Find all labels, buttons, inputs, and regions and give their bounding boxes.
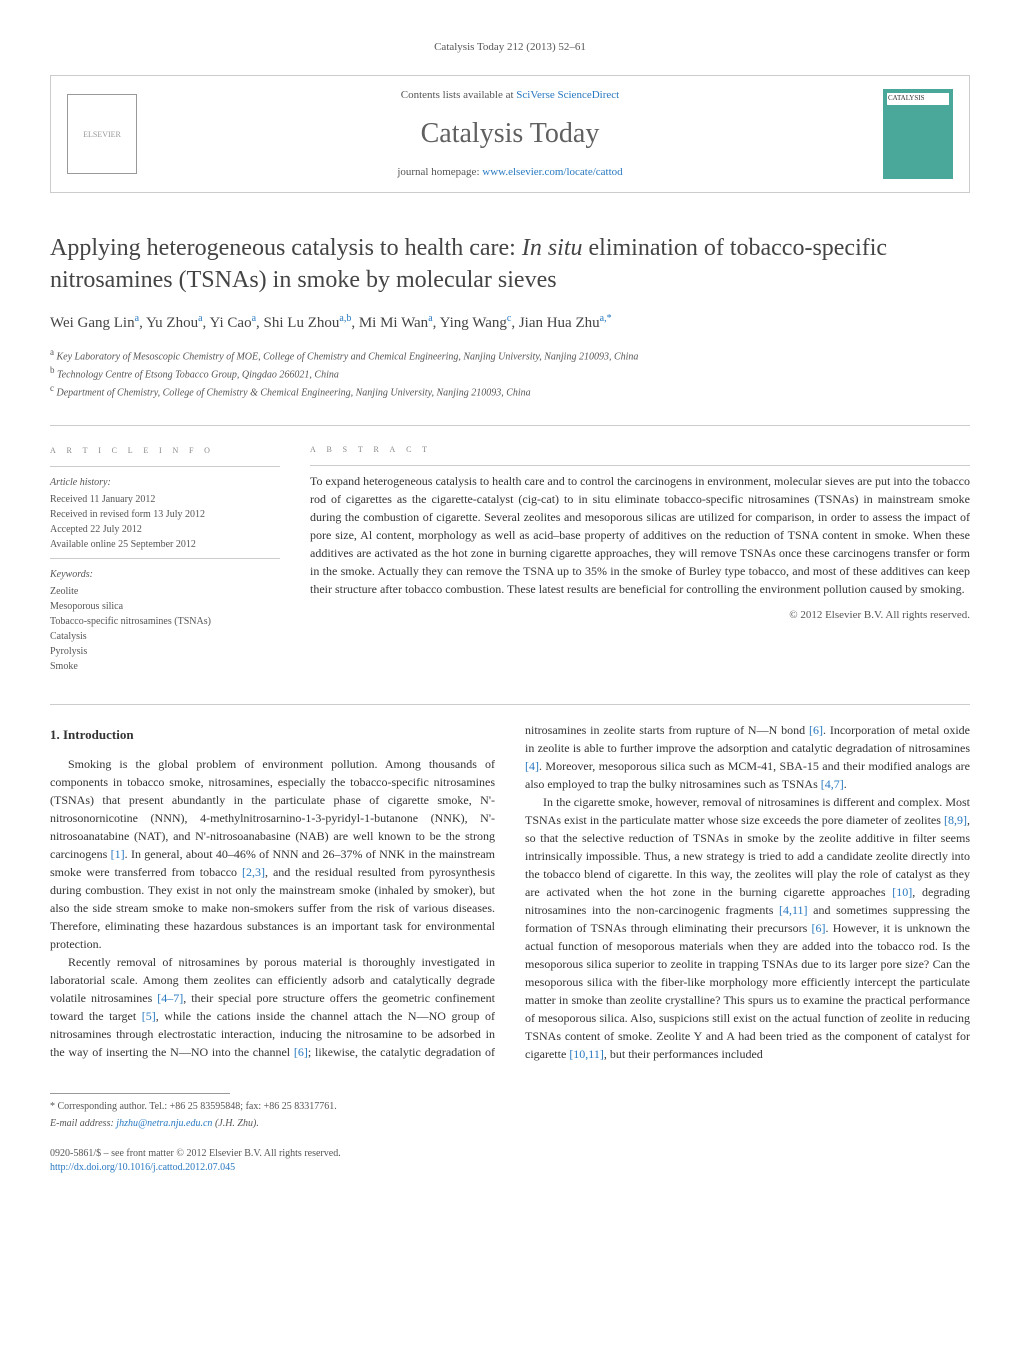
affiliations: a Key Laboratory of Mesoscopic Chemistry… [50, 346, 970, 401]
contents-prefix: Contents lists available at [401, 89, 516, 101]
divider [50, 425, 970, 426]
contents-line: Contents lists available at SciVerse Sci… [137, 88, 883, 103]
reference-link[interactable]: [6] [809, 723, 823, 737]
abstract-copyright: © 2012 Elsevier B.V. All rights reserved… [310, 608, 970, 623]
reference-link[interactable]: [8,9] [944, 813, 967, 827]
keyword-item: Tobacco-specific nitrosamines (TSNAs) [50, 614, 280, 629]
history-item: Accepted 22 July 2012 [50, 522, 280, 537]
keyword-item: Zeolite [50, 584, 280, 599]
title-pre: Applying heterogeneous catalysis to heal… [50, 235, 522, 261]
keyword-item: Smoke [50, 659, 280, 674]
sciencedirect-link[interactable]: SciVerse ScienceDirect [516, 89, 619, 101]
title-italic: In situ [522, 235, 583, 261]
intro-paragraph-3: In the cigarette smoke, however, removal… [525, 793, 970, 1063]
authors-line: Wei Gang Lina, Yu Zhoua, Yi Caoa, Shi Lu… [50, 312, 970, 334]
doi-link[interactable]: http://dx.doi.org/10.1016/j.cattod.2012.… [50, 1162, 235, 1173]
journal-reference: Catalysis Today 212 (2013) 52–61 [50, 40, 970, 55]
affiliation-line: b Technology Centre of Etsong Tobacco Gr… [50, 364, 970, 382]
reference-link[interactable]: [1] [111, 847, 125, 861]
body-columns: 1. Introduction Smoking is the global pr… [50, 721, 970, 1063]
keyword-item: Mesoporous silica [50, 599, 280, 614]
reference-link[interactable]: [6] [294, 1045, 308, 1059]
article-title: Applying heterogeneous catalysis to heal… [50, 233, 970, 295]
reference-link[interactable]: [4] [525, 759, 539, 773]
issn-line: 0920-5861/$ – see front matter © 2012 El… [50, 1147, 970, 1161]
elsevier-logo: ELSEVIER [67, 94, 137, 174]
email-link[interactable]: jhzhu@netra.nju.edu.cn [116, 1118, 212, 1129]
abstract-label: a b s t r a c t [310, 442, 970, 457]
reference-link[interactable]: [4–7] [157, 991, 183, 1005]
article-info-label: a r t i c l e i n f o [50, 442, 280, 459]
keyword-item: Catalysis [50, 629, 280, 644]
corresponding-email-line: E-mail address: jhzhu@netra.nju.edu.cn (… [50, 1117, 970, 1131]
journal-header: ELSEVIER Contents lists available at Sci… [50, 75, 970, 193]
keyword-item: Pyrolysis [50, 644, 280, 659]
homepage-link[interactable]: www.elsevier.com/locate/cattod [482, 166, 622, 178]
homepage-line: journal homepage: www.elsevier.com/locat… [137, 165, 883, 180]
reference-link[interactable]: [5] [142, 1009, 156, 1023]
journal-cover-thumbnail: CATALYSIS [883, 89, 953, 179]
introduction-heading: 1. Introduction [50, 725, 495, 745]
abstract-column: a b s t r a c t To expand heterogeneous … [310, 442, 970, 675]
doi-line: http://dx.doi.org/10.1016/j.cattod.2012.… [50, 1161, 970, 1175]
history-item: Received in revised form 13 July 2012 [50, 507, 280, 522]
divider [50, 558, 280, 559]
history-item: Received 11 January 2012 [50, 492, 280, 507]
intro-paragraph-1: Smoking is the global problem of environ… [50, 755, 495, 953]
divider [50, 466, 280, 467]
reference-link[interactable]: [4,11] [779, 903, 808, 917]
corresponding-author: * Corresponding author. Tel.: +86 25 835… [50, 1100, 970, 1114]
info-abstract-row: a r t i c l e i n f o Article history: R… [50, 442, 970, 675]
journal-name: Catalysis Today [137, 114, 883, 153]
history-list: Received 11 January 2012Received in revi… [50, 492, 280, 552]
keywords-list: ZeoliteMesoporous silicaTobacco-specific… [50, 584, 280, 674]
article-info: a r t i c l e i n f o Article history: R… [50, 442, 280, 675]
divider [50, 704, 970, 705]
abstract-text: To expand heterogeneous catalysis to hea… [310, 472, 970, 598]
footer: * Corresponding author. Tel.: +86 25 835… [50, 1093, 970, 1175]
footer-divider [50, 1093, 230, 1094]
homepage-prefix: journal homepage: [397, 166, 482, 178]
divider [310, 465, 970, 466]
history-item: Available online 25 September 2012 [50, 537, 280, 552]
cover-label: CATALYSIS [887, 93, 949, 105]
affiliation-line: a Key Laboratory of Mesoscopic Chemistry… [50, 346, 970, 364]
email-label: E-mail address: [50, 1118, 116, 1129]
email-person: (J.H. Zhu). [212, 1118, 258, 1129]
reference-link[interactable]: [10] [892, 885, 912, 899]
reference-link[interactable]: [2,3] [242, 865, 265, 879]
reference-link[interactable]: [4,7] [821, 777, 844, 791]
history-heading: Article history: [50, 475, 280, 490]
affiliation-line: c Department of Chemistry, College of Ch… [50, 382, 970, 400]
header-center: Contents lists available at SciVerse Sci… [137, 88, 883, 180]
reference-link[interactable]: [6] [811, 921, 825, 935]
reference-link[interactable]: [10,11] [569, 1047, 604, 1061]
keywords-heading: Keywords: [50, 567, 280, 582]
